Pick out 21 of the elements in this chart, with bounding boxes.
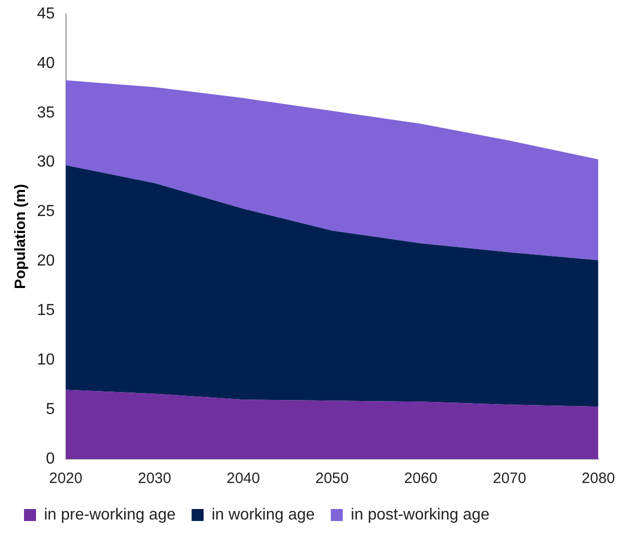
legend-label: in pre-working age xyxy=(44,506,176,524)
y-tick-label: 25 xyxy=(37,203,55,220)
x-tick-label: 2020 xyxy=(49,470,82,488)
y-tick-label: 10 xyxy=(37,352,55,369)
legend-label: in working age xyxy=(212,506,315,524)
x-tick-label: 2050 xyxy=(315,470,349,488)
y-tick-label: 35 xyxy=(37,104,55,122)
y-tick-label: 20 xyxy=(37,252,55,270)
y-tick-label: 45 xyxy=(37,5,55,22)
x-tick-label: 2060 xyxy=(404,470,438,488)
x-tick-label: 2040 xyxy=(226,470,260,488)
y-tick-label: 5 xyxy=(46,400,55,418)
legend-label: in post-working age xyxy=(350,506,490,524)
x-tick-label: 2070 xyxy=(492,470,526,488)
y-axis-title: Population (m) xyxy=(12,184,30,289)
y-tick-label: 30 xyxy=(37,154,55,171)
x-tick-label: 2080 xyxy=(582,470,616,488)
y-tick-label: 40 xyxy=(37,54,55,72)
y-tick-label: 0 xyxy=(46,450,55,468)
y-tick-label: 15 xyxy=(37,302,55,320)
x-tick-label: 2030 xyxy=(138,470,172,488)
